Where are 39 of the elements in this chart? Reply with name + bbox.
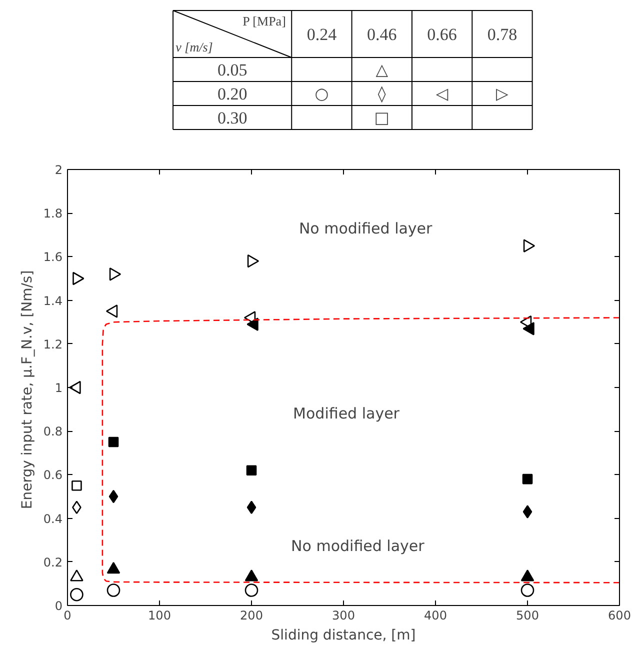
y-tick-label: 1.4 xyxy=(43,294,63,308)
category-label: 0.46 xyxy=(366,25,397,44)
x-axis-title: Sliding distance, [m] xyxy=(271,628,416,644)
text: □ xyxy=(374,108,390,127)
line-series xyxy=(102,317,620,584)
x-tick-label: 300 xyxy=(332,608,355,622)
y-tick-label: 0.4 xyxy=(43,512,63,526)
y-axis-title: Energy input rate, μ.F_N.v, [Nm/s] xyxy=(19,270,36,510)
text: ◁ xyxy=(436,84,448,103)
text: △ xyxy=(376,60,388,79)
annotation: Modified layer xyxy=(293,404,400,423)
x-tick-label: 100 xyxy=(148,608,171,622)
text: ○ xyxy=(314,84,329,103)
y-tick-label: 1 xyxy=(54,381,63,395)
category-label: 0.78 xyxy=(487,25,518,44)
x-tick-label: 200 xyxy=(240,608,263,622)
text: ◊ xyxy=(378,84,386,103)
y-tick-label: 0.2 xyxy=(43,555,63,570)
x-tick-label: 0 xyxy=(64,608,72,622)
category-label: 0.20 xyxy=(217,84,248,104)
y-tick-label: 0 xyxy=(54,599,63,613)
y-tick-label: 1.8 xyxy=(43,206,63,221)
y-tick-label: 0.8 xyxy=(43,424,63,439)
y-tick-label: 1.6 xyxy=(43,250,63,264)
annotation: No modified layer xyxy=(291,536,426,555)
x-tick-label: 400 xyxy=(424,608,447,622)
category-label: 0.30 xyxy=(217,108,248,128)
annotation: No modified layer xyxy=(298,219,434,238)
category-label: 0.66 xyxy=(427,25,457,44)
text: v [m/s] xyxy=(176,40,213,54)
x-tick-label: 600 xyxy=(608,608,631,622)
y-tick-label: 1.2 xyxy=(43,337,63,352)
text: ▷ xyxy=(496,84,508,103)
x-tick-label: 500 xyxy=(516,608,539,622)
y-tick-label: 2 xyxy=(54,163,63,177)
category-label: 0.05 xyxy=(217,60,248,80)
y-tick-label: 0.6 xyxy=(43,468,63,482)
text: P [MPa] xyxy=(242,14,286,28)
category-label: 0.24 xyxy=(306,25,338,44)
